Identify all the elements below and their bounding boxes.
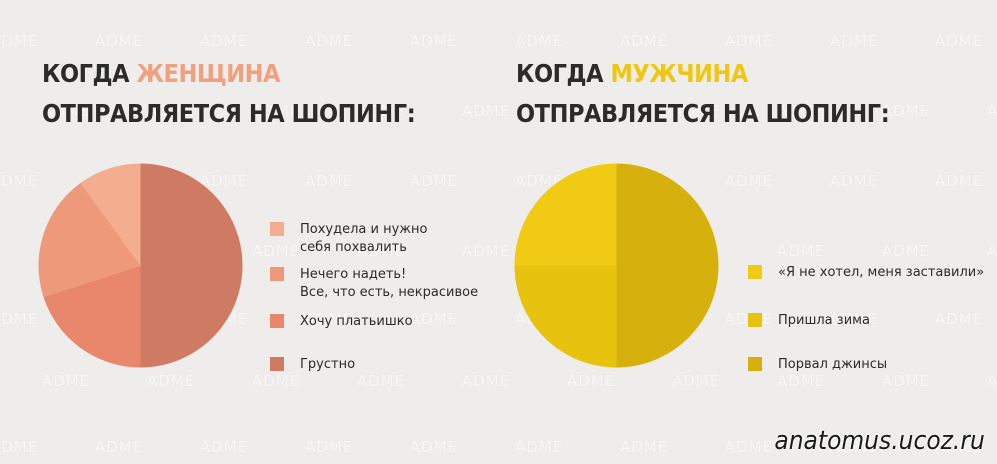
watermark-text: ADME xyxy=(0,32,39,50)
watermark-text: ADME xyxy=(777,372,826,390)
men-legend-swatch xyxy=(748,313,762,327)
men-legend-label: «Я не хотел, меня заставили» xyxy=(778,265,985,280)
watermark-text: ADME xyxy=(882,372,931,390)
watermark-text: ADME xyxy=(567,372,616,390)
watermark-text: ADME xyxy=(410,32,459,50)
watermark-text: ADME xyxy=(515,32,564,50)
women-pie-slice-4 xyxy=(80,163,141,266)
watermark-text: ADME xyxy=(935,172,984,190)
women-legend-label: Грустно xyxy=(300,357,356,372)
watermark-text: ADME xyxy=(95,32,144,50)
watermark-text: ADME xyxy=(305,172,354,190)
men-legend-swatch xyxy=(748,265,762,279)
watermark-text: ADME xyxy=(830,172,879,190)
watermark-text: ADME xyxy=(200,438,249,456)
watermark-text: ADME xyxy=(987,102,997,120)
watermark-text: ADME xyxy=(515,438,564,456)
watermark-text: ADME xyxy=(410,438,459,456)
women-pie-slice-3 xyxy=(38,182,141,298)
men-title-line2: ОТПРАВЛЯЕТСЯ НА ШОПИНГ: xyxy=(516,99,890,128)
watermark-text: ADME xyxy=(305,32,354,50)
women-legend-label: Похудела и нужно себя похвалить xyxy=(300,222,428,255)
women-legend-label: Хочу платьишко xyxy=(300,314,413,329)
watermark-text: ADME xyxy=(252,372,301,390)
watermark-text: ADME xyxy=(305,438,354,456)
women-legend-label: Нечего надеть! Все, что есть, некрасивое xyxy=(300,267,479,300)
men-pie-slice-2 xyxy=(514,265,617,368)
watermark-text: ADME xyxy=(410,310,459,328)
watermark-text: ADME xyxy=(725,172,774,190)
watermark-text: ADME xyxy=(0,310,39,328)
women-legend-swatch xyxy=(270,357,284,371)
watermark-text: ADME xyxy=(935,310,984,328)
women-legend-swatch xyxy=(270,267,284,281)
watermark-text: ADME xyxy=(935,32,984,50)
men-legend-label: Порвал джинсы xyxy=(778,357,888,372)
women-title-prefix: КОГДА xyxy=(42,59,137,88)
women-legend-swatch xyxy=(270,222,284,236)
watermark-text: ADME xyxy=(252,242,301,260)
watermark-text: ADME xyxy=(830,32,879,50)
men-chart-title: КОГДА МУЖЧИНА ОТПРАВЛЯЕТСЯ НА ШОПИНГ: xyxy=(516,54,890,134)
watermark-text: ADME xyxy=(620,438,669,456)
watermark-text: ADME xyxy=(725,32,774,50)
watermark-text: ADME xyxy=(200,32,249,50)
watermark-text: ADME xyxy=(462,372,511,390)
men-title-highlight: МУЖЧИНА xyxy=(610,59,748,88)
watermark-text: ADME xyxy=(42,372,91,390)
watermark-text: ADME xyxy=(462,242,511,260)
watermark-text: ADME xyxy=(0,438,39,456)
watermark-text: ADME xyxy=(0,172,39,190)
women-pie-slice-1 xyxy=(140,163,243,368)
men-pie-slice-3 xyxy=(514,163,617,266)
men-pie-slice-1 xyxy=(616,163,719,368)
men-title-prefix: КОГДА xyxy=(516,59,611,88)
women-legend-swatch xyxy=(270,314,284,328)
men-pie-chart xyxy=(514,163,719,368)
watermark-text: ADME xyxy=(987,242,997,260)
watermark-text: ADME xyxy=(620,32,669,50)
watermark-text: ADME xyxy=(462,102,511,120)
watermark-text: ADME xyxy=(147,372,196,390)
women-pie-slice-2 xyxy=(43,265,141,368)
watermark-text: ADME xyxy=(357,372,406,390)
women-title-line2: ОТПРАВЛЯЕТСЯ НА ШОПИНГ: xyxy=(42,99,416,128)
men-legend-label: Пришла зима xyxy=(778,313,870,328)
watermark-text: ADME xyxy=(410,172,459,190)
women-title-highlight: ЖЕНЩИНА xyxy=(136,59,280,88)
women-chart-title: КОГДА ЖЕНЩИНА ОТПРАВЛЯЕТСЯ НА ШОПИНГ: xyxy=(42,54,416,134)
men-legend-swatch xyxy=(748,357,762,371)
watermark-text: ADME xyxy=(882,242,931,260)
watermark-text: ADME xyxy=(987,372,997,390)
footer-url: anatomus.ucoz.ru xyxy=(774,426,985,456)
women-pie-chart xyxy=(38,163,243,368)
watermark-text: ADME xyxy=(95,438,144,456)
watermark-text: ADME xyxy=(725,438,774,456)
watermark-text: ADME xyxy=(777,242,826,260)
watermark-text: ADME xyxy=(672,372,721,390)
